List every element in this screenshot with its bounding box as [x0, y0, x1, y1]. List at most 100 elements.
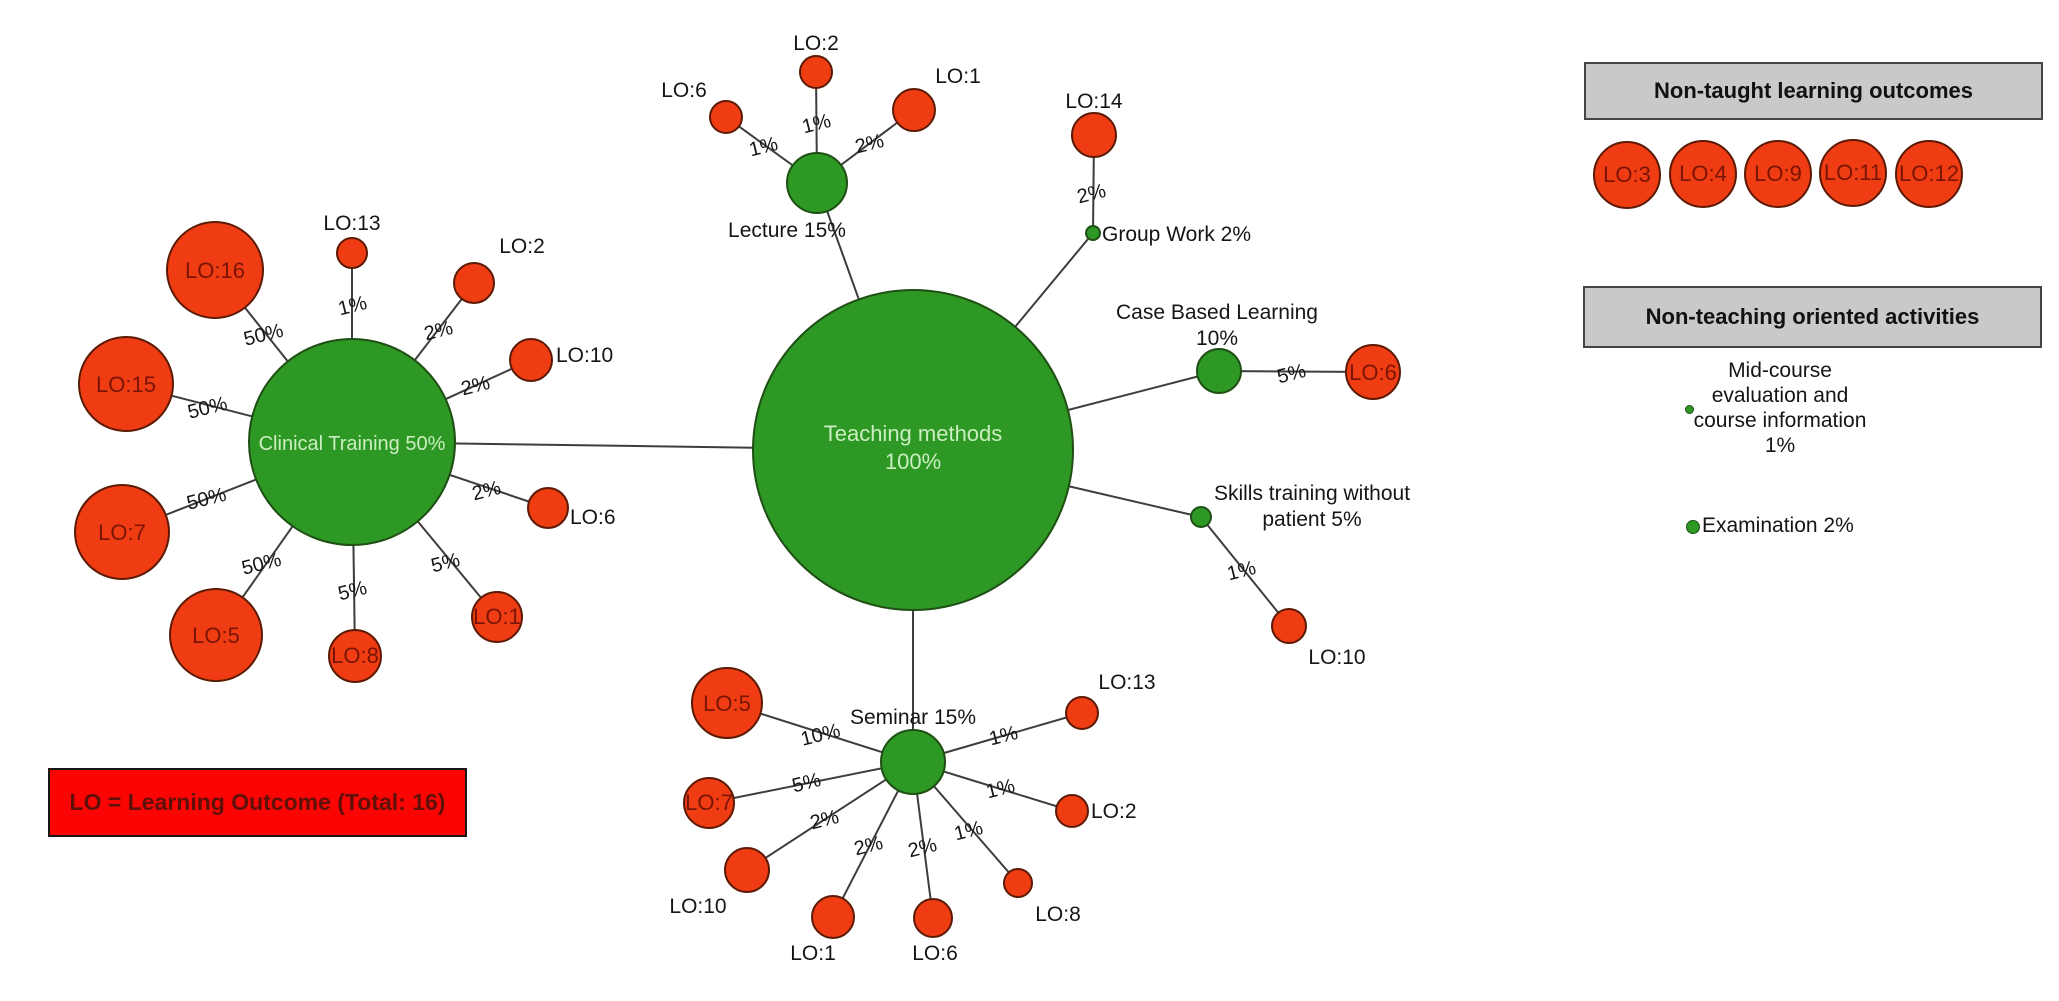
label-se-lo1: LO:1 — [790, 942, 836, 965]
legend-non-taught-title: Non-taught learning outcomes — [1654, 78, 1973, 103]
label-lc-lo1: LO:1 — [935, 65, 981, 88]
label-ct-lo16: LO:16 — [185, 258, 245, 283]
edge-label-cbl-cb-lo6: 5% — [1275, 360, 1309, 388]
label-groupwork: Group Work 2% — [1102, 223, 1251, 246]
node-sk-lo10 — [1271, 608, 1307, 644]
node-lc-lo2 — [799, 55, 833, 89]
node-ct-lo16 — [166, 221, 264, 319]
node-ct-lo10 — [509, 338, 553, 382]
label-teaching: Teaching methods 100% — [824, 421, 1003, 474]
edge-label-seminar-se-lo1: 2% — [852, 832, 886, 860]
node-ct-lo5 — [169, 588, 263, 682]
label-cb-lo6: LO:6 — [1349, 360, 1397, 385]
legend-outcome-lo11-label: LO:11 — [1823, 160, 1883, 185]
edge-label-clinical-ct-lo7: 50% — [184, 484, 228, 515]
edge-label-seminar-se-lo2: 1% — [984, 775, 1018, 803]
node-seminar — [880, 729, 946, 795]
node-ct-lo13 — [336, 237, 368, 269]
label-ct-lo6: LO:6 — [570, 506, 616, 529]
label-se-lo7: LO:7 — [685, 790, 733, 815]
edge-label-lecture-lc-lo1: 2% — [853, 130, 887, 158]
edge-label-clinical-ct-lo1: 5% — [429, 549, 463, 577]
legend-non-teaching-title: Non-teaching oriented activities — [1645, 304, 1980, 329]
legend-outcome-lo4: LO:4 — [1669, 140, 1737, 208]
edge-label-clinical-ct-lo5: 50% — [239, 549, 283, 580]
label-ct-lo8: LO:8 — [331, 643, 379, 668]
edge-label-lecture-lc-lo6: 1% — [747, 133, 781, 161]
node-gw-lo14 — [1071, 112, 1117, 158]
node-lc-lo1 — [892, 88, 936, 132]
edge-label-clinical-ct-lo8: 5% — [336, 577, 370, 605]
node-cb-lo6 — [1345, 344, 1401, 400]
label-skills: Skills training without patient 5% — [1214, 482, 1410, 531]
node-teaching — [752, 289, 1074, 611]
label-lc-lo2: LO:2 — [793, 32, 839, 55]
node-ct-lo15 — [78, 336, 174, 432]
label-ct-lo5: LO:5 — [192, 623, 240, 648]
edge-seminar-se-lo10 — [746, 761, 914, 871]
label-seminar: Seminar 15% — [850, 706, 976, 729]
legend-outcome-lo3: LO:3 — [1593, 141, 1661, 209]
node-cbl — [1196, 348, 1242, 394]
legend-outcome-lo9-label: LO:9 — [1754, 161, 1802, 186]
node-groupwork — [1085, 225, 1101, 241]
node-se-lo7 — [683, 777, 735, 829]
label-ct-lo1: LO:1 — [473, 604, 521, 629]
node-ct-lo6 — [527, 487, 569, 529]
label-ct-lo10: LO:10 — [556, 344, 613, 367]
edge-label-seminar-se-lo5: 10% — [798, 720, 842, 751]
examination-label: Examination 2% — [1702, 514, 1854, 537]
edge-skills-sk-lo10 — [1200, 516, 1290, 627]
legend-non-teaching-box: Non-teaching oriented activities — [1583, 286, 2042, 348]
label-cbl: Case Based Learning 10% — [1116, 301, 1318, 350]
node-se-lo1 — [811, 895, 855, 939]
edge-label-seminar-se-lo13: 1% — [987, 722, 1021, 750]
node-ct-lo8 — [328, 629, 382, 683]
node-se-lo6 — [913, 898, 953, 938]
edge-label-seminar-se-lo10: 2% — [808, 806, 842, 834]
node-se-lo5 — [691, 667, 763, 739]
label-ct-lo7: LO:7 — [98, 520, 146, 545]
legend-outcome-lo4-label: LO:4 — [1679, 161, 1727, 186]
node-ct-lo1 — [471, 591, 523, 643]
edge-label-clinical-ct-lo13: 1% — [336, 292, 370, 320]
legend-outcome-lo11: LO:11 — [1819, 139, 1887, 207]
legend-outcome-lo9: LO:9 — [1744, 140, 1812, 208]
node-se-lo13 — [1065, 696, 1099, 730]
edge-label-clinical-ct-lo2: 2% — [422, 317, 456, 345]
legend-outcome-lo3-label: LO:3 — [1603, 162, 1651, 187]
legend-outcome-lo12: LO:12 — [1895, 140, 1963, 208]
edge-label-lecture-lc-lo2: 1% — [800, 110, 834, 138]
examination-dot-icon — [1686, 520, 1700, 534]
label-se-lo13: LO:13 — [1098, 671, 1155, 694]
node-se-lo10 — [724, 847, 770, 893]
node-ct-lo2 — [453, 262, 495, 304]
node-skills — [1190, 506, 1212, 528]
label-se-lo6: LO:6 — [912, 942, 958, 965]
label-ct-lo2: LO:2 — [499, 235, 545, 258]
label-lc-lo6: LO:6 — [661, 79, 707, 102]
node-lecture — [786, 152, 848, 214]
node-ct-lo7 — [74, 484, 170, 580]
label-lecture: Lecture 15% — [728, 219, 846, 242]
label-ct-lo13: LO:13 — [323, 212, 380, 235]
label-ct-lo15: LO:15 — [96, 372, 156, 397]
edge-label-seminar-se-lo7: 5% — [790, 769, 824, 797]
legend-non-taught-box: Non-taught learning outcomes — [1584, 62, 2043, 120]
edge-label-groupwork-gw-lo14: 2% — [1075, 180, 1109, 208]
lo-definition-note: LO = Learning Outcome (Total: 16) — [48, 768, 467, 837]
edge-label-seminar-se-lo6: 2% — [906, 834, 940, 862]
label-se-lo8: LO:8 — [1035, 903, 1081, 926]
node-clinical — [248, 338, 456, 546]
edge-label-clinical-ct-lo6: 2% — [470, 477, 504, 505]
label-sk-lo10: LO:10 — [1308, 646, 1365, 669]
node-se-lo8 — [1003, 868, 1033, 898]
midcourse-label: Mid-course evaluation and course informa… — [1693, 359, 1867, 457]
edge-label-clinical-ct-lo10: 2% — [459, 372, 493, 400]
label-se-lo2: LO:2 — [1091, 800, 1137, 823]
label-clinical: Clinical Training 50% — [259, 433, 446, 455]
edge-label-clinical-ct-lo16: 50% — [241, 320, 285, 351]
label-se-lo10: LO:10 — [669, 895, 726, 918]
